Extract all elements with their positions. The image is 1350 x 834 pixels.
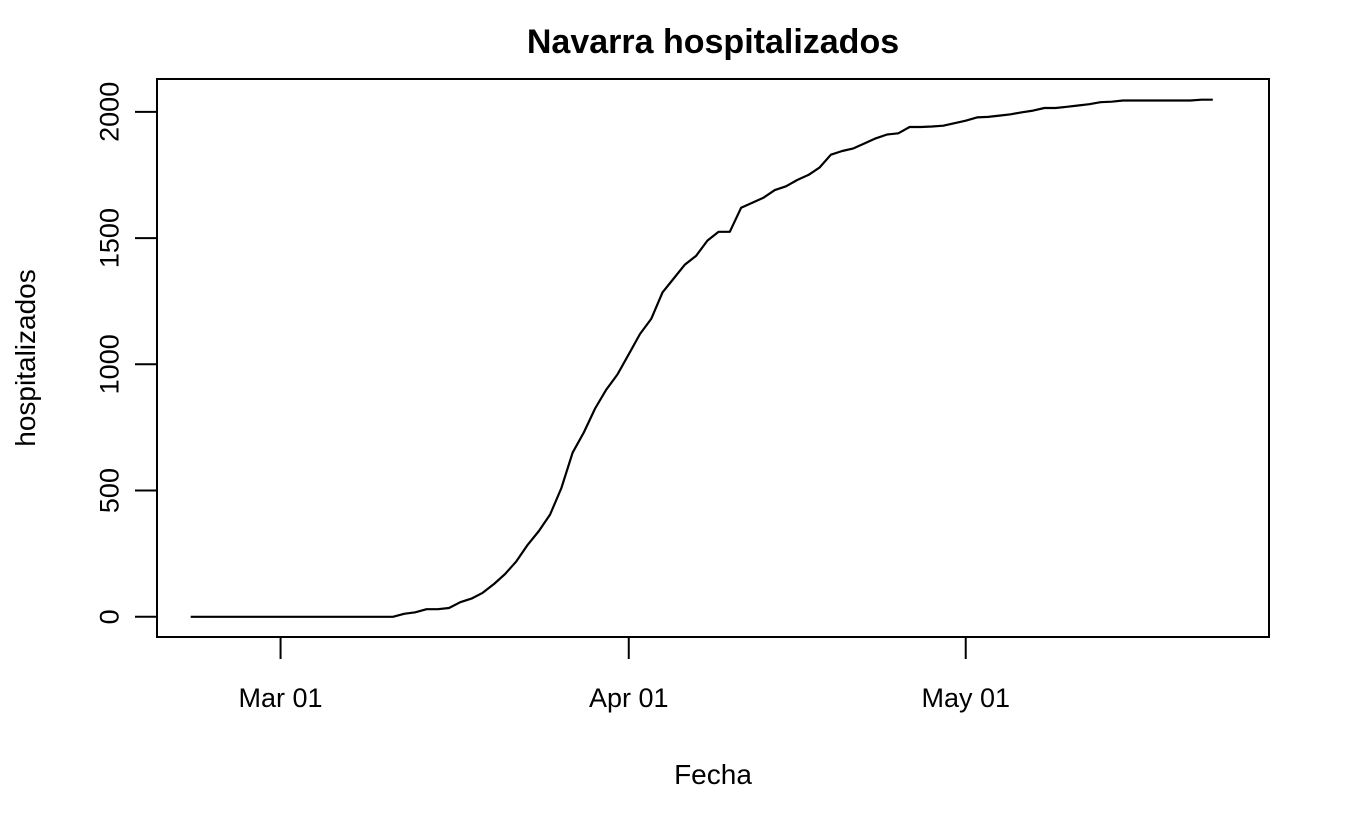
x-tick-label-2: May 01 <box>921 683 1010 713</box>
x-tick-label-0: Mar 01 <box>239 683 323 713</box>
chart-title: Navarra hospitalizados <box>527 23 899 61</box>
y-tick-label-0: 0 <box>94 609 124 624</box>
y-tick-label-1: 500 <box>94 468 124 513</box>
series-line-hospitalizados <box>190 98 1213 618</box>
y-tick-label-2: 1000 <box>94 334 124 394</box>
plot-frame <box>156 78 1270 638</box>
y-tick-label-3: 1500 <box>94 208 124 268</box>
x-axis-label: Fecha <box>674 759 752 790</box>
y-axis: 0 500 1000 1500 2000 <box>94 82 157 624</box>
x-axis: Mar 01 Apr 01 May 01 <box>239 637 1010 713</box>
y-tick-label-4: 2000 <box>94 82 124 142</box>
x-tick-label-1: Apr 01 <box>589 683 669 713</box>
y-axis-label: hospitalizados <box>10 269 41 446</box>
